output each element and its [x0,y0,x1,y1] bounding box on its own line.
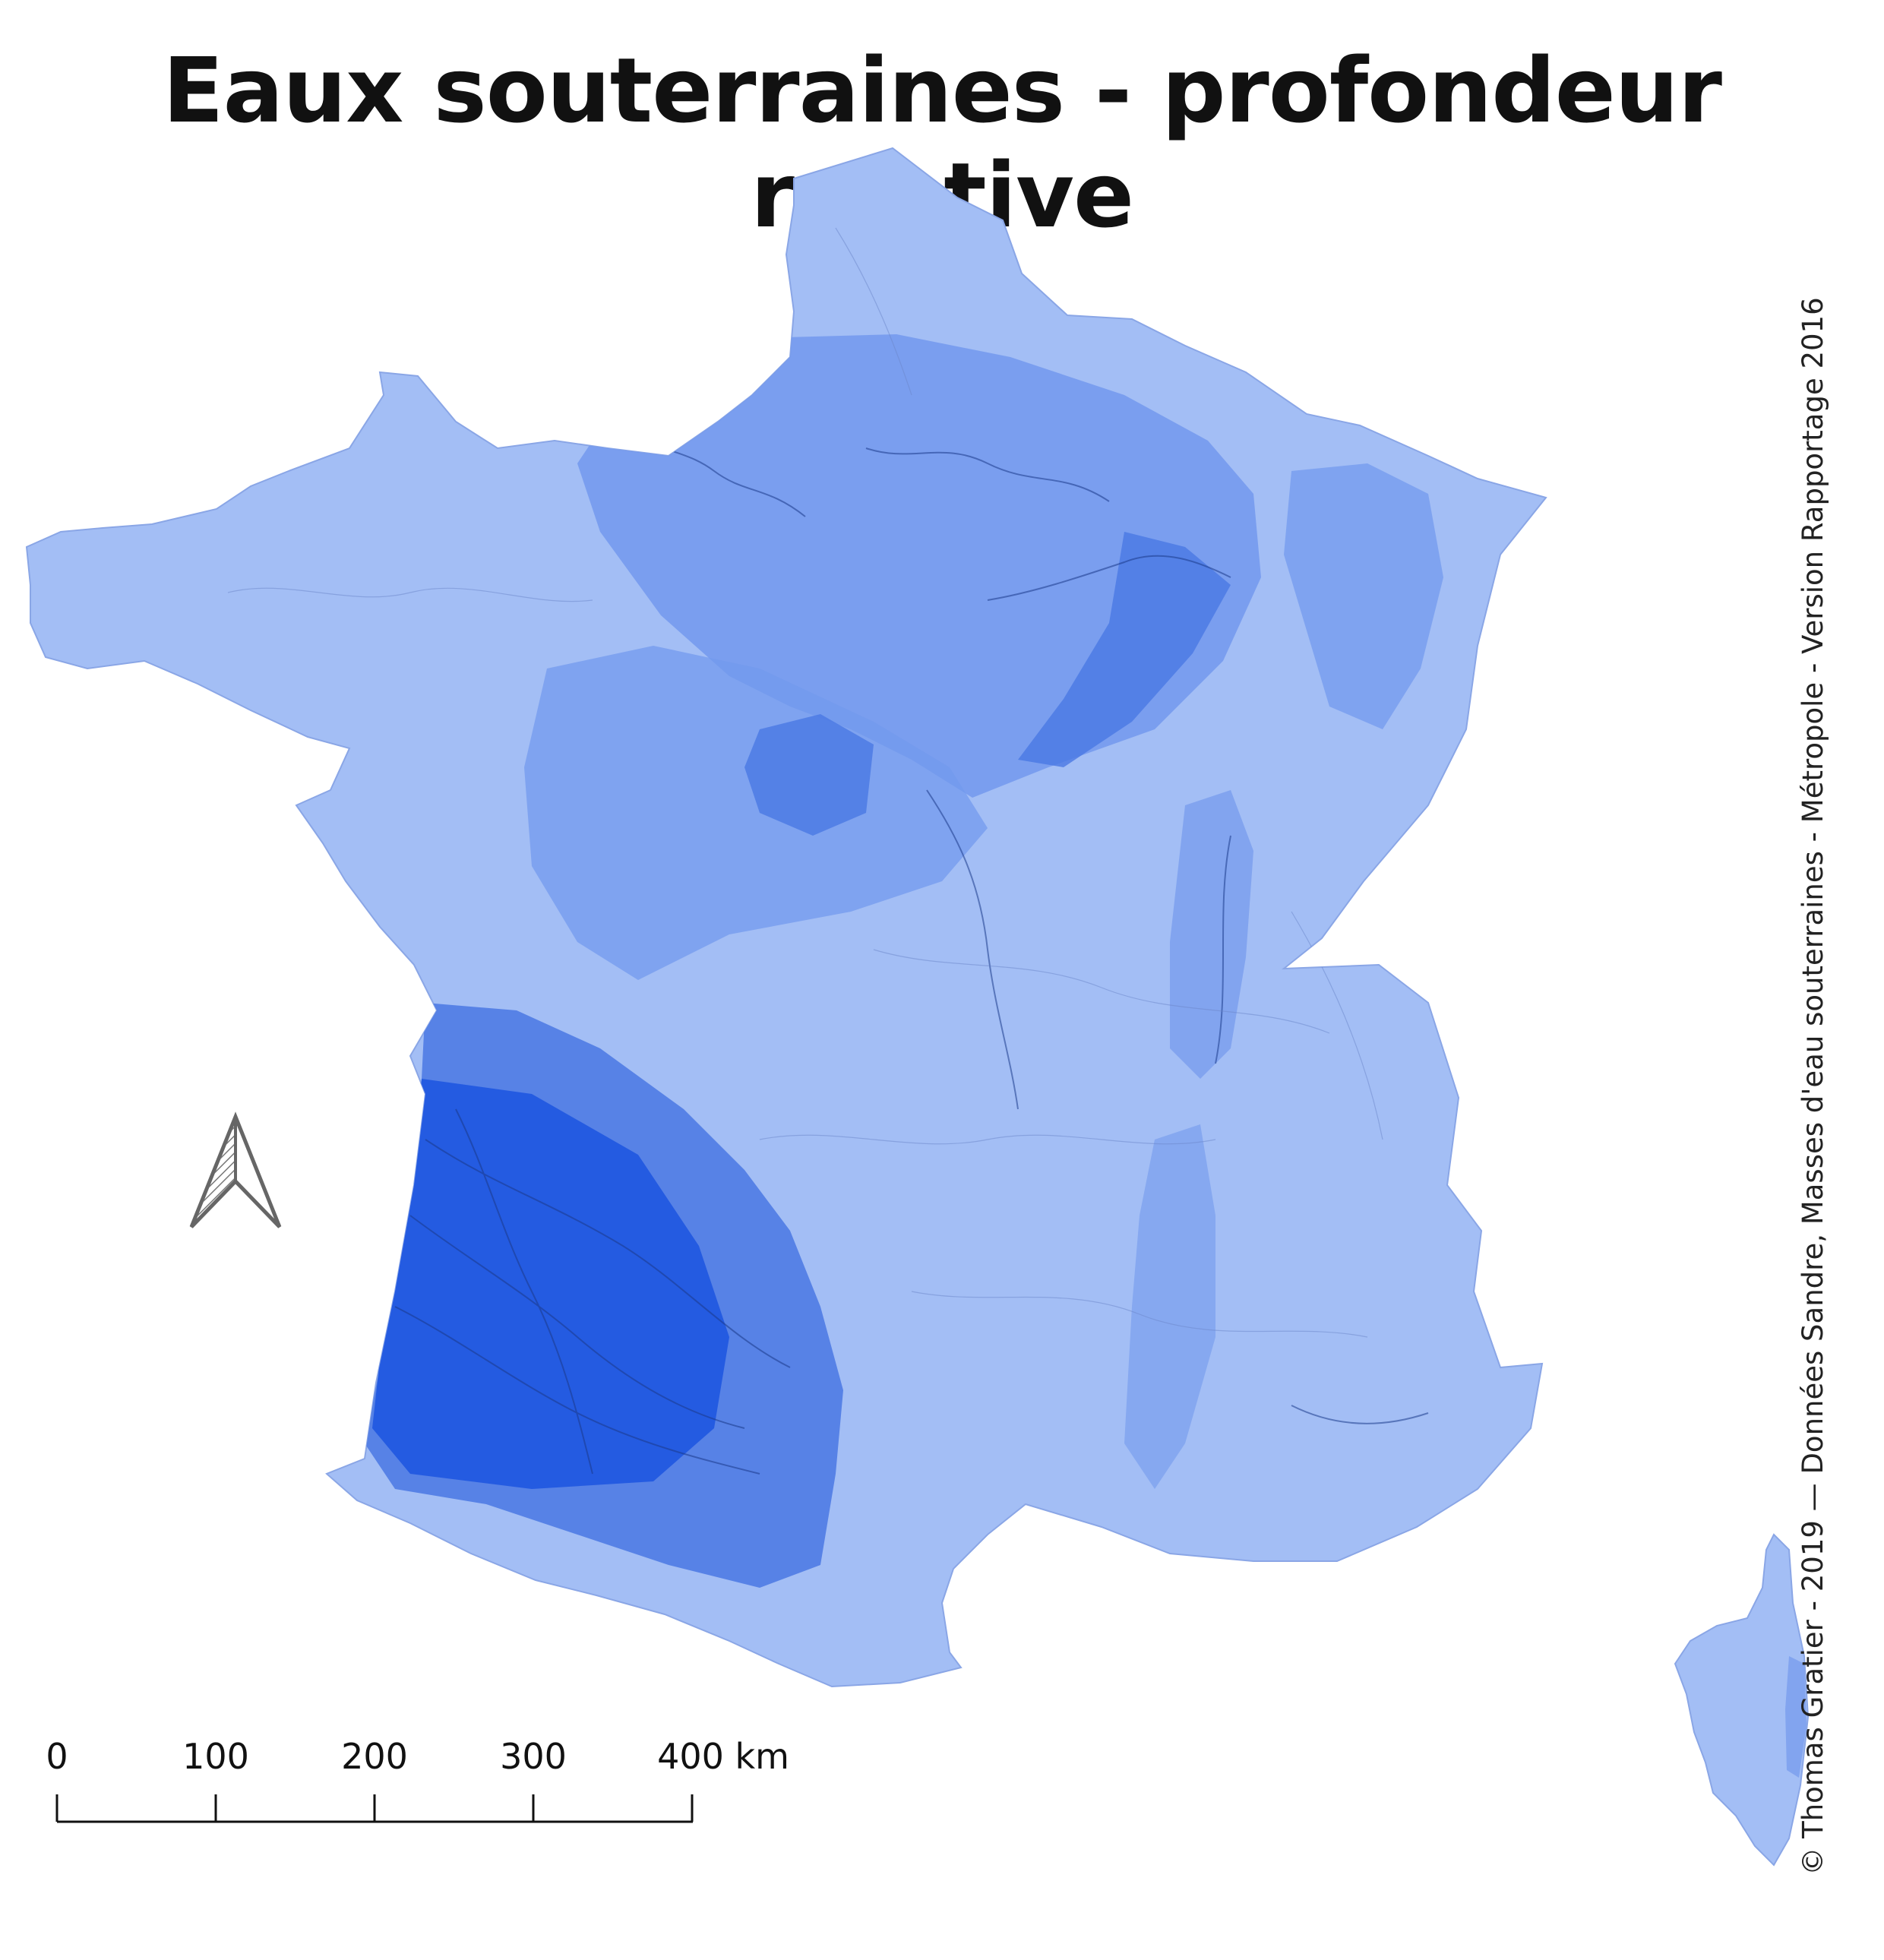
landes-zone [372,1079,729,1489]
credit-text: © Thomas Gratier - 2019 — Données Sandre… [1797,297,1829,1876]
scale-label-400: 400 km [657,1736,789,1777]
north-arrow-icon [189,1111,282,1228]
corsica-east-zone [1785,1656,1807,1778]
scale-label-0: 0 [46,1736,68,1777]
scale-bar [55,1794,694,1823]
champagne-strip [1018,532,1231,767]
saone-zone [1170,790,1253,1079]
scale-label-100: 100 [182,1736,249,1777]
mainland-france [26,147,1547,1687]
corsica-island [1674,1533,1810,1867]
centre-dark-patch [744,714,874,836]
alsace-zone [1284,463,1443,729]
scale-label-300: 300 [500,1736,567,1777]
map-canvas [26,147,1810,1867]
rhone-zone [1124,1124,1215,1489]
loire-basin-zone [524,646,988,980]
scale-label-200: 200 [341,1736,408,1777]
